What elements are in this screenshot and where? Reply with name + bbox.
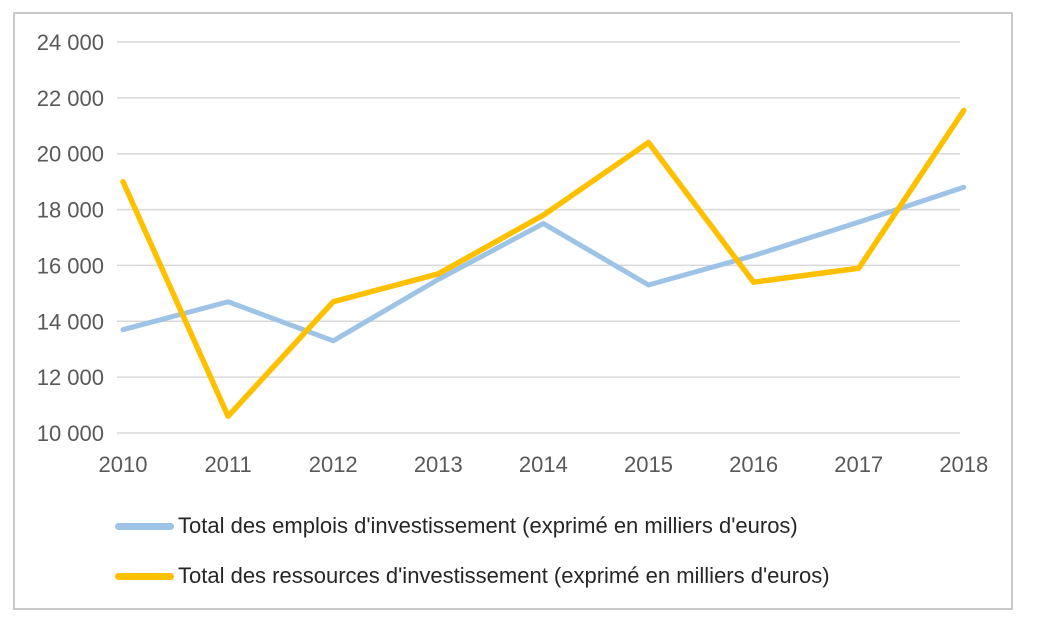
- series-line-0: [120, 184, 967, 344]
- x-axis-tick-label: 2016: [729, 452, 778, 477]
- x-axis-tick-label: 2017: [834, 452, 883, 477]
- chart-legend: Total des emplois d'investissement (expr…: [115, 509, 830, 593]
- legend-swatch-emplois: [115, 522, 174, 530]
- x-axis-tick-label: 2011: [204, 452, 251, 477]
- legend-label-ressources: Total des ressources d'investissement (e…: [178, 563, 830, 588]
- x-axis-tick-label: 2012: [309, 452, 358, 477]
- y-axis-tick-label: 18 000: [37, 198, 104, 223]
- x-axis-tick-label: 2015: [624, 452, 673, 477]
- series-line-1: [120, 107, 967, 419]
- legend-item-ressources: Total des ressources d'investissement (e…: [115, 559, 830, 593]
- x-axis-tick-label: 2013: [414, 452, 463, 477]
- x-axis-tick-label: 2018: [939, 452, 988, 477]
- y-axis-tick-label: 16 000: [37, 253, 104, 278]
- y-axis-tick-label: 12 000: [37, 365, 104, 390]
- x-axis-tick-label: 2010: [99, 452, 148, 477]
- y-axis-tick-label: 20 000: [37, 142, 104, 167]
- legend-label-emplois: Total des emplois d'investissement (expr…: [178, 513, 798, 538]
- y-axis-tick-label: 14 000: [37, 309, 104, 334]
- legend-item-emplois: Total des emplois d'investissement (expr…: [115, 509, 830, 543]
- legend-swatch-ressources: [115, 572, 174, 580]
- y-axis-tick-label: 10 000: [37, 421, 104, 446]
- y-axis-tick-label: 24 000: [37, 30, 104, 55]
- y-axis-tick-label: 22 000: [37, 86, 104, 111]
- x-axis-tick-label: 2014: [519, 452, 568, 477]
